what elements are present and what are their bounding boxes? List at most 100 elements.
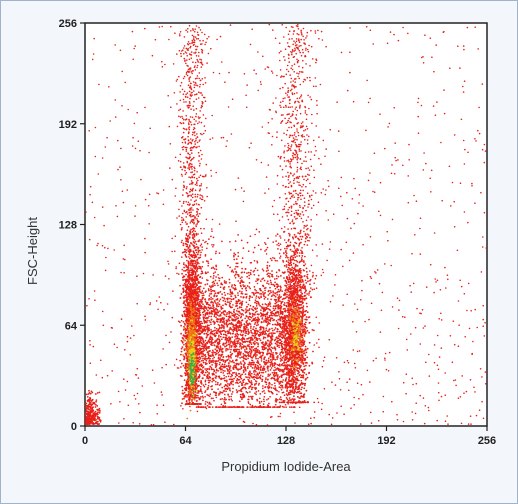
data-point: [255, 159, 258, 161]
data-point: [321, 402, 323, 405]
data-point: [185, 52, 188, 54]
data-point: [235, 355, 238, 357]
data-point: [242, 346, 245, 349]
data-point: [283, 75, 285, 78]
data-point: [221, 391, 224, 394]
data-point: [264, 289, 266, 292]
data-point: [424, 325, 426, 327]
data-point: [181, 216, 183, 219]
data-point: [175, 80, 178, 82]
data-point: [250, 361, 253, 364]
data-point: [233, 308, 236, 311]
data-point: [261, 390, 264, 393]
data-point: [240, 308, 243, 311]
data-point: [241, 271, 243, 274]
data-point: [284, 193, 287, 195]
data-point: [185, 148, 188, 151]
data-point: [234, 296, 237, 299]
data-point: [188, 123, 190, 126]
data-point: [195, 203, 198, 205]
data-point: [302, 51, 304, 54]
data-point: [423, 422, 426, 425]
data-point: [218, 340, 221, 343]
data-point: [232, 304, 234, 306]
data-point: [289, 89, 292, 92]
data-point: [199, 149, 202, 152]
data-point: [193, 100, 195, 103]
data-point: [267, 333, 270, 335]
data-point: [272, 354, 275, 357]
data-point: [202, 341, 205, 344]
data-point: [310, 287, 312, 289]
data-point: [227, 375, 230, 378]
data-point: [205, 407, 208, 410]
data-point: [288, 30, 291, 32]
data-point: [181, 221, 184, 224]
data-point: [306, 142, 309, 145]
data-point: [164, 421, 166, 424]
data-point: [214, 329, 217, 332]
data-point: [296, 33, 299, 35]
data-point: [184, 173, 187, 175]
data-point: [242, 200, 245, 203]
data-point: [89, 362, 92, 365]
data-point: [266, 273, 269, 276]
data-point: [282, 208, 284, 211]
data-point: [248, 377, 251, 379]
data-point: [219, 310, 221, 312]
data-point: [478, 132, 481, 135]
data-point: [295, 218, 297, 220]
data-point: [258, 352, 261, 354]
data-point: [274, 323, 276, 326]
data-point: [193, 145, 195, 148]
data-point: [440, 312, 442, 315]
data-point: [397, 39, 400, 42]
data-point: [92, 53, 95, 55]
data-point: [276, 293, 279, 296]
data-point: [278, 244, 280, 247]
data-point: [295, 38, 298, 40]
data-point: [397, 159, 399, 161]
data-point: [227, 318, 230, 321]
data-point: [307, 423, 310, 426]
data-point: [275, 110, 277, 113]
data-point: [192, 229, 195, 232]
data-point: [471, 185, 473, 187]
data-point: [295, 236, 297, 239]
data-point: [202, 39, 204, 42]
data-point: [288, 117, 290, 120]
data-point: [434, 114, 437, 116]
data-point: [307, 234, 310, 236]
data-point: [250, 329, 252, 332]
data-point: [137, 377, 140, 379]
data-point: [387, 370, 390, 372]
data-point: [264, 243, 267, 246]
data-point: [287, 159, 290, 162]
data-point: [181, 239, 183, 242]
data-point: [136, 302, 138, 305]
data-point: [224, 81, 226, 83]
data-point: [248, 297, 251, 300]
data-point: [296, 58, 298, 61]
data-point: [174, 195, 176, 197]
data-point: [479, 368, 482, 370]
data-point: [235, 258, 238, 260]
data-point: [285, 165, 287, 167]
data-point: [182, 263, 185, 266]
data-point: [200, 227, 202, 230]
data-point: [231, 391, 234, 393]
data-point: [270, 281, 272, 284]
data-point: [188, 191, 191, 193]
data-point: [204, 283, 207, 286]
data-point: [193, 222, 195, 224]
data-point: [242, 394, 244, 397]
data-point: [276, 393, 278, 396]
data-point: [300, 71, 303, 73]
data-point: [190, 199, 192, 201]
data-point: [254, 365, 256, 368]
data-point: [462, 91, 465, 93]
data-point: [293, 178, 296, 180]
data-point: [178, 262, 181, 265]
data-point: [329, 300, 332, 303]
data-point: [279, 165, 282, 167]
